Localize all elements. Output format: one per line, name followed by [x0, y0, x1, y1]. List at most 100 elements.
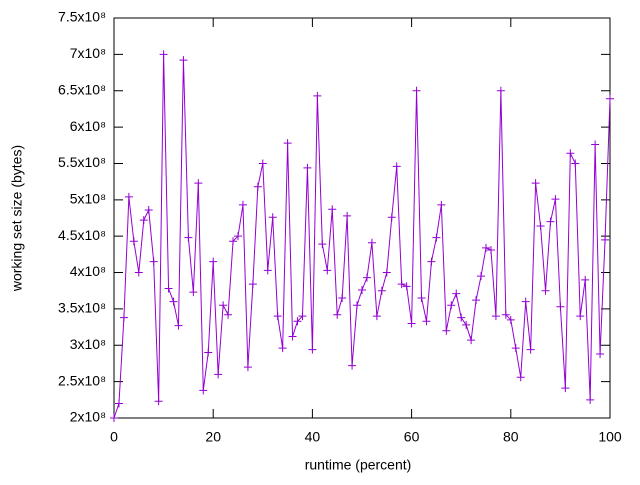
point-marker — [328, 205, 337, 214]
x-tick-label: 60 — [404, 429, 420, 445]
point-marker — [452, 289, 461, 298]
point-marker — [362, 273, 371, 282]
point-marker — [496, 86, 505, 95]
point-marker — [571, 159, 580, 168]
point-marker — [606, 94, 614, 103]
x-tick-label: 40 — [305, 429, 321, 445]
point-marker — [591, 140, 600, 149]
y-tick-label: 7.5x10⁸ — [58, 9, 106, 25]
y-tick-label: 3.5x10⁸ — [58, 300, 106, 316]
point-marker — [298, 312, 307, 321]
point-marker — [541, 286, 550, 295]
point-marker — [184, 233, 193, 242]
y-tick-label: 5x10⁸ — [70, 191, 106, 207]
point-marker — [511, 344, 520, 353]
point-marker — [139, 216, 148, 225]
plot-border — [113, 17, 611, 419]
point-marker — [472, 296, 481, 305]
point-marker — [149, 257, 158, 266]
point-marker — [526, 345, 535, 354]
point-marker — [556, 302, 565, 311]
point-marker — [293, 317, 302, 326]
point-marker — [427, 257, 436, 266]
point-marker — [491, 312, 500, 321]
point-marker — [214, 370, 223, 379]
y-tick-label: 6.5x10⁸ — [58, 81, 106, 97]
y-tick-label: 6x10⁸ — [70, 118, 106, 134]
point-marker — [417, 294, 426, 302]
point-marker — [586, 395, 595, 404]
point-marker — [199, 386, 208, 395]
point-marker — [457, 313, 466, 322]
y-axis-label: working set size (bytes) — [9, 145, 25, 292]
point-marker — [278, 344, 287, 353]
y-tick-label: 4x10⁸ — [70, 263, 106, 279]
point-marker — [432, 233, 441, 242]
point-marker — [596, 350, 605, 358]
y-tick-label: 3x10⁸ — [70, 336, 106, 352]
point-marker — [407, 319, 416, 328]
point-marker — [110, 414, 118, 422]
point-marker — [308, 345, 317, 354]
point-marker — [447, 301, 456, 310]
point-marker — [382, 268, 391, 277]
point-marker — [437, 200, 446, 209]
point-marker — [154, 397, 163, 406]
point-marker — [283, 139, 292, 148]
point-marker — [358, 286, 366, 294]
point-marker — [506, 315, 515, 324]
point-marker — [124, 192, 133, 201]
y-tick-label: 4.5x10⁸ — [58, 227, 106, 243]
point-marker — [402, 282, 411, 291]
point-marker — [338, 294, 347, 302]
point-marker — [229, 237, 238, 246]
point-marker — [204, 348, 213, 357]
point-marker — [169, 297, 178, 306]
point-marker — [343, 211, 352, 220]
point-marker — [119, 313, 128, 322]
point-marker — [258, 159, 267, 168]
point-marker — [377, 286, 386, 295]
x-tick-label: 100 — [598, 429, 622, 445]
point-marker — [392, 162, 401, 171]
point-marker — [501, 310, 510, 319]
point-marker — [219, 301, 228, 310]
point-marker — [174, 321, 183, 330]
point-marker — [194, 179, 203, 188]
point-marker — [318, 240, 327, 249]
point-marker — [313, 91, 322, 100]
x-tick-label: 80 — [503, 429, 519, 445]
point-marker — [601, 235, 610, 244]
point-marker — [353, 301, 362, 310]
point-marker — [179, 56, 188, 65]
point-marker — [561, 384, 570, 393]
point-marker — [303, 163, 312, 172]
point-marker — [164, 284, 173, 293]
x-axis-label: runtime (percent) — [305, 457, 412, 473]
point-marker — [486, 246, 495, 254]
point-marker — [209, 257, 218, 266]
point-marker — [129, 237, 138, 246]
point-marker — [551, 195, 560, 204]
point-marker — [224, 310, 233, 319]
point-marker — [521, 297, 530, 306]
point-marker — [576, 312, 585, 321]
point-marker — [467, 336, 476, 345]
y-tick-label: 7x10⁸ — [70, 45, 106, 61]
point-marker — [189, 288, 198, 297]
y-tick-label: 2x10⁸ — [70, 409, 106, 425]
point-marker — [243, 363, 252, 372]
point-marker — [273, 312, 282, 321]
y-tick-label: 5.5x10⁸ — [58, 154, 106, 170]
point-marker — [536, 222, 545, 230]
point-marker — [253, 182, 262, 191]
point-marker — [238, 200, 247, 209]
point-marker — [333, 310, 342, 319]
x-tick-label: 20 — [205, 429, 221, 445]
point-marker — [159, 50, 168, 59]
point-marker — [323, 266, 332, 275]
point-marker — [462, 320, 471, 329]
point-marker — [412, 86, 421, 95]
